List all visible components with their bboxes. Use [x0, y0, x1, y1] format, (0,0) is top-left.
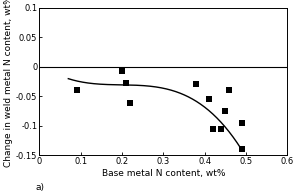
- Point: [219, 127, 224, 130]
- Point: [210, 127, 215, 130]
- Point: [239, 148, 244, 151]
- Point: [206, 98, 211, 101]
- Point: [119, 70, 124, 73]
- Point: [128, 102, 133, 105]
- Y-axis label: Change in weld metal N content, wt%: Change in weld metal N content, wt%: [4, 0, 13, 167]
- Text: a): a): [36, 183, 45, 192]
- Point: [227, 89, 232, 92]
- Point: [194, 83, 199, 86]
- X-axis label: Base metal N content, wt%: Base metal N content, wt%: [102, 169, 225, 178]
- Point: [124, 82, 128, 85]
- Point: [239, 121, 244, 124]
- Point: [74, 89, 79, 92]
- Point: [223, 109, 228, 113]
